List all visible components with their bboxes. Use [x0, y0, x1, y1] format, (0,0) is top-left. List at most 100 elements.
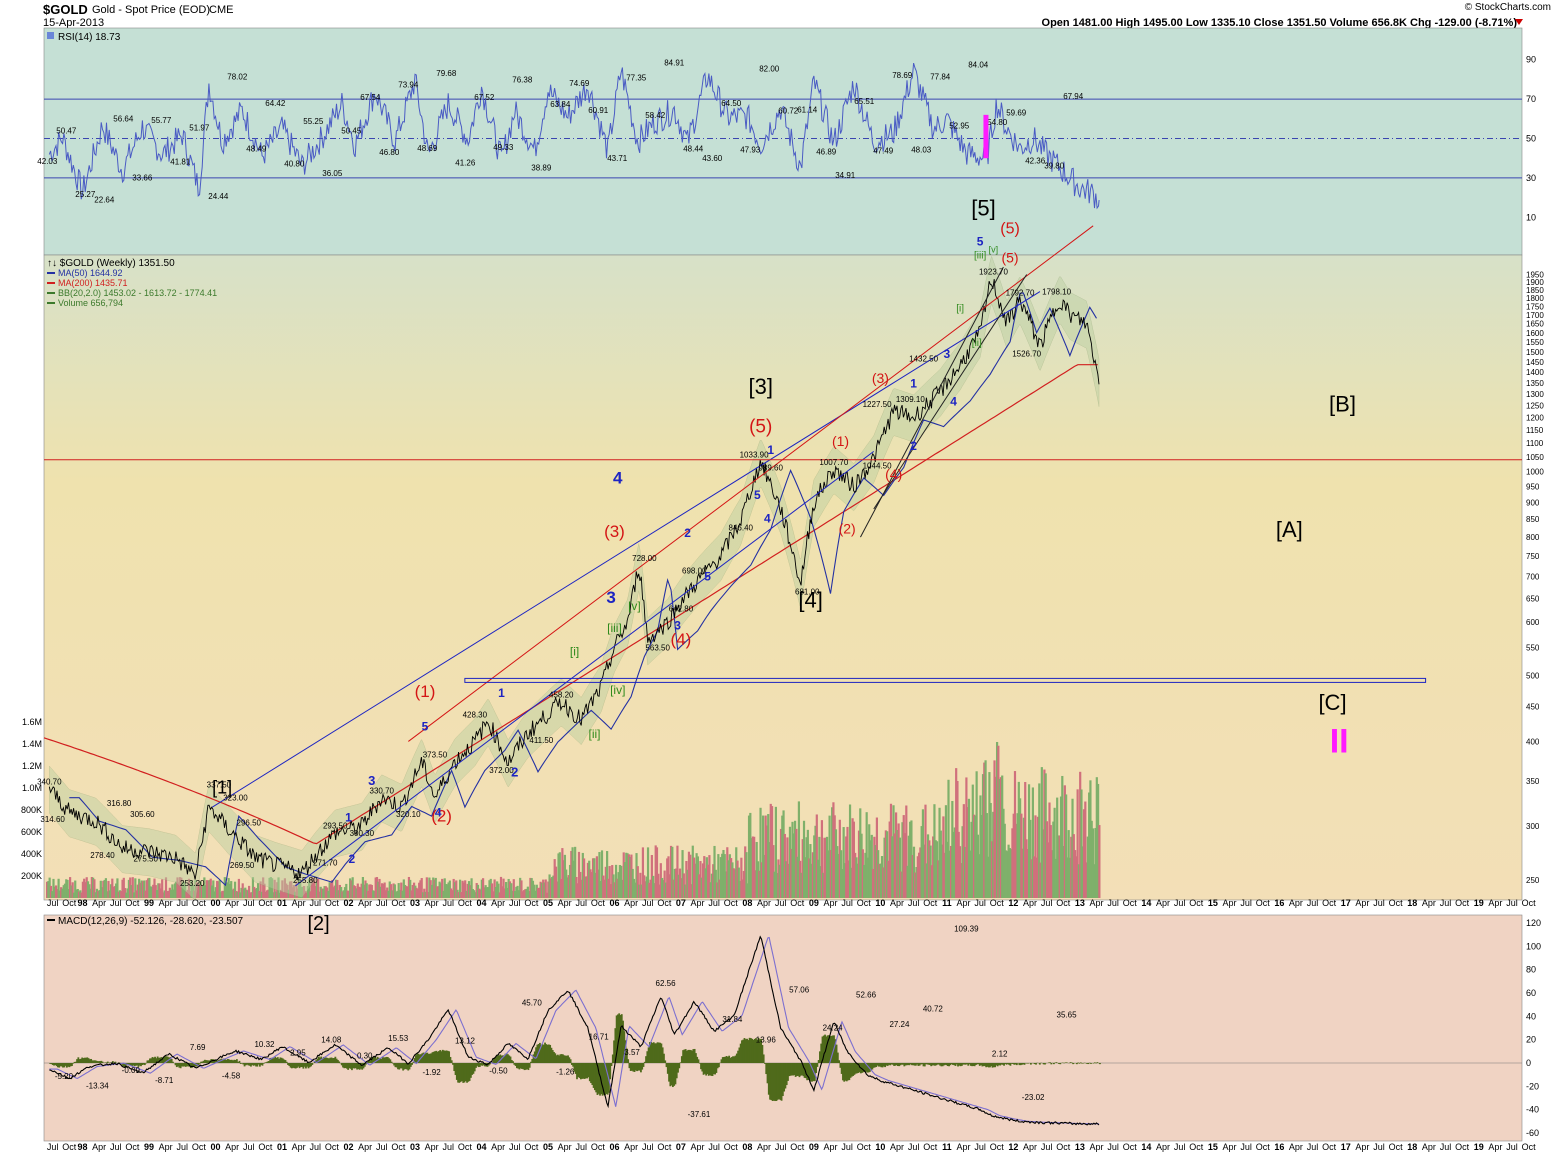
- macd-histogram-bar: [911, 1063, 913, 1066]
- macd-histogram-bar: [875, 1063, 878, 1068]
- x-axis-year-label: 01: [277, 1142, 287, 1152]
- volume-bar: [772, 845, 775, 898]
- macd-histogram-bar: [856, 1063, 858, 1074]
- volume-bar: [231, 889, 234, 898]
- macd-histogram-bar: [1050, 1063, 1053, 1065]
- volume-bar: [749, 812, 752, 898]
- volume-bar: [455, 880, 458, 898]
- volume-bar: [107, 880, 110, 898]
- macd-histogram-bar: [448, 1051, 451, 1063]
- macd-histogram-bar: [467, 1063, 470, 1082]
- volume-bar: [144, 890, 147, 898]
- volume-bar: [1029, 819, 1032, 898]
- volume-bar: [717, 854, 720, 898]
- macd-histogram-bar: [174, 1063, 177, 1066]
- volume-bar: [662, 880, 665, 898]
- macd-histogram-bar: [1027, 1063, 1030, 1064]
- macd-histogram-bar: [925, 1063, 927, 1065]
- macd-histogram-bar: [360, 1063, 362, 1069]
- volume-bar: [710, 873, 714, 898]
- macd-histogram-bar: [504, 1053, 507, 1063]
- volume-bar: [731, 862, 734, 898]
- wave-label-red: (4): [885, 466, 902, 482]
- volume-bar: [971, 784, 974, 898]
- volume-bar: [1043, 769, 1046, 898]
- price-value-label: 989.60: [758, 463, 783, 472]
- volume-bar: [785, 861, 788, 898]
- x-axis-month-label: Jul: [908, 898, 920, 908]
- x-axis-month-label: Jul: [442, 1142, 454, 1152]
- volume-bar: [369, 884, 372, 898]
- volume-bar: [363, 884, 366, 898]
- macd-histogram-bar: [273, 1058, 275, 1063]
- volume-bar: [357, 886, 361, 898]
- macd-histogram-bar: [820, 1043, 823, 1063]
- x-axis-year-label: 99: [144, 898, 154, 908]
- volume-bar: [909, 821, 912, 898]
- macd-histogram-bar: [1001, 1063, 1004, 1065]
- macd-histogram-bar: [518, 1063, 521, 1070]
- macd-histogram-bar: [337, 1059, 339, 1063]
- volume-bar: [606, 851, 609, 898]
- macd-histogram-bar: [80, 1058, 82, 1063]
- macd-title: MACD(12,26,9) -52.126, -28.620, -23.507: [58, 916, 244, 927]
- macd-histogram-bar: [516, 1063, 518, 1069]
- macd-histogram-bar: [680, 1056, 683, 1063]
- macd-histogram-bar: [628, 1063, 631, 1069]
- volume-bar: [372, 890, 375, 898]
- rsi-value-label: 67.94: [1063, 92, 1084, 101]
- macd-histogram-bar: [486, 1063, 489, 1067]
- macd-histogram-bar: [501, 1055, 504, 1063]
- volume-bar: [883, 837, 886, 898]
- macd-histogram-bar: [50, 1063, 53, 1065]
- macd-histogram-bar: [606, 1063, 609, 1095]
- macd-histogram-bar: [274, 1056, 277, 1063]
- volume-bar: [1090, 820, 1093, 898]
- rsi-value-label: 46.89: [816, 148, 837, 157]
- volume-bar: [827, 850, 830, 898]
- volume-bar: [425, 877, 428, 898]
- macd-histogram-bar: [866, 1063, 869, 1073]
- x-axis-month-label: Oct: [657, 898, 672, 908]
- macd-histogram-bar: [582, 1063, 585, 1079]
- macd-histogram-bar: [1055, 1062, 1058, 1063]
- volume-bar: [1013, 771, 1017, 898]
- volume-bar: [713, 845, 716, 898]
- macd-histogram-bar: [657, 1042, 660, 1063]
- macd-histogram-bar: [269, 1058, 272, 1063]
- volume-bar: [952, 831, 955, 898]
- x-axis-month-label: Jul: [509, 898, 521, 908]
- wave-label-blue: 2: [348, 852, 355, 866]
- volume-bar: [1027, 784, 1031, 898]
- x-axis-month-label: Apr: [824, 1142, 838, 1152]
- volume-bar: [375, 877, 379, 898]
- x-axis-month-label: Oct: [258, 1142, 273, 1152]
- volume-bar: [655, 847, 659, 898]
- rsi-value-label: 60.72: [778, 106, 799, 115]
- rsi-value-label: 50.45: [341, 127, 362, 136]
- volume-bar: [460, 892, 463, 898]
- macd-histogram-bar: [802, 1063, 805, 1077]
- x-axis-month-label: Jul: [1041, 898, 1053, 908]
- macd-histogram-bar: [975, 1063, 977, 1065]
- macd-histogram-bar: [517, 1063, 520, 1069]
- volume-bar: [1071, 798, 1074, 898]
- macd-histogram-bar: [811, 1063, 814, 1082]
- wave-label-blue: 2: [910, 439, 917, 453]
- macd-histogram-bar: [253, 1063, 256, 1066]
- volume-bar: [320, 888, 324, 898]
- macd-histogram-bar: [785, 1063, 788, 1086]
- volume-bar: [1057, 835, 1060, 898]
- x-axis-year-label: 04: [476, 898, 486, 908]
- price-tick-label: 1650: [1526, 320, 1544, 329]
- macd-histogram-bar: [307, 1063, 310, 1069]
- macd-histogram-bar: [265, 1062, 268, 1063]
- macd-histogram-bar: [531, 1058, 534, 1063]
- rsi-value-label: 67.54: [360, 93, 381, 102]
- wave-label-green: [i]: [956, 303, 964, 314]
- x-axis-year-label: 02: [344, 1142, 354, 1152]
- volume-bar: [421, 892, 425, 898]
- macd-histogram-bar: [481, 1063, 484, 1066]
- volume-bar: [879, 863, 882, 898]
- price-tick-label: 550: [1526, 644, 1540, 653]
